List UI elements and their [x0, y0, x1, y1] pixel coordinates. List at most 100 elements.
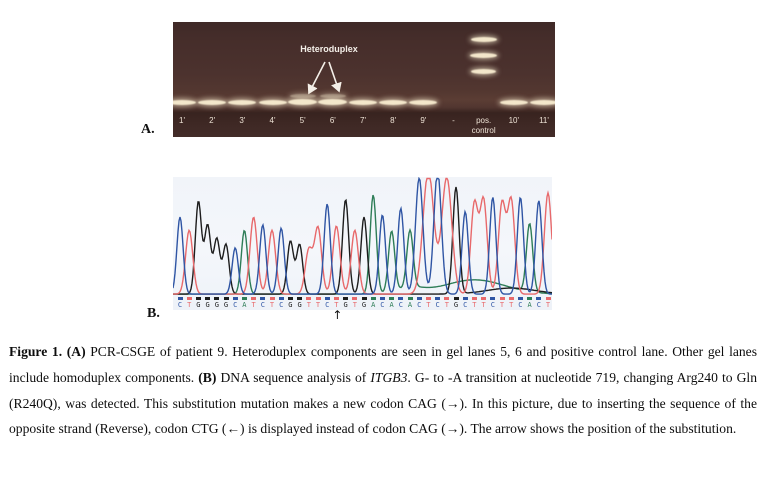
gel-band: [409, 100, 438, 105]
sequence-base-letter: A: [407, 301, 413, 309]
sequence-base-letter: G: [288, 301, 293, 309]
mutation-arrow: ↑: [332, 308, 343, 322]
caption-text-a: PCR-CSGE of patient 9. Heteroduplex comp…: [9, 344, 757, 385]
sequence-tick: [278, 297, 284, 300]
sequence-tick: [214, 297, 220, 300]
sequence-tick: [343, 297, 349, 300]
panel-b-label: B.: [147, 306, 160, 321]
sequence-tick: [352, 297, 358, 300]
caption-text-b1: DNA sequence analysis of: [220, 369, 371, 385]
sequence-base-letter: C: [417, 301, 422, 309]
sequence-tick: [361, 297, 367, 300]
sequence-tick: [297, 297, 303, 300]
sequence-base-letter: C: [518, 301, 523, 309]
sequence-tick: [508, 297, 514, 300]
sequence-base-letter: T: [251, 301, 256, 309]
figure-caption: Figure 1. (A) PCR-CSGE of patient 9. Het…: [9, 339, 757, 442]
caption-figure-number: Figure 1. (A): [9, 344, 91, 359]
sequence-base-letter: T: [444, 301, 449, 309]
gel-lane-label: 11': [539, 116, 549, 125]
sequence-base-letter: T: [545, 301, 551, 309]
sequence-base-letter: T: [426, 301, 431, 309]
sequence-base-letter: T: [306, 301, 311, 309]
gel-band: [379, 100, 408, 105]
sequence-tick: [481, 297, 487, 300]
sequence-tick: [251, 297, 257, 300]
sequence-base-letter: C: [177, 301, 183, 309]
sequence-base-letter: C: [490, 301, 495, 309]
sequence-tick: [517, 297, 523, 300]
gel-band: [470, 53, 498, 58]
gel-band: [530, 100, 555, 105]
sequence-tick: [490, 297, 496, 300]
sequence-base-letter: T: [472, 301, 477, 309]
sequence-tick: [407, 297, 413, 300]
gel-lane-label: 8': [390, 116, 397, 125]
sequence-base-letter: T: [334, 301, 339, 309]
gel-band: [319, 94, 346, 98]
sequence-tick: [545, 297, 551, 300]
gel-lane-label: 4': [269, 116, 276, 125]
sequence-base-letter: G: [223, 301, 229, 309]
sequence-base-letter: G: [205, 301, 210, 309]
sequence-base-letter: A: [242, 301, 247, 309]
sequence-tick: [370, 297, 376, 300]
gel-lane-label: -: [452, 116, 455, 125]
sequence-base-letter: T: [481, 301, 486, 309]
sequence-base-letter: A: [389, 301, 394, 309]
sequence-base-letter: A: [371, 301, 376, 309]
sequence-base-letter: G: [343, 301, 348, 309]
sequence-tick: [499, 297, 505, 300]
sequence-base-letter: C: [260, 301, 265, 309]
sequence-base-letter: A: [527, 301, 532, 309]
gel-lane-label: 3': [239, 116, 246, 125]
gel-lane-label: 2': [209, 116, 216, 125]
sequence-tick: [536, 297, 542, 300]
gel-band: [288, 99, 318, 105]
sequence-tick: [186, 297, 192, 300]
sequence-tick: [389, 297, 395, 300]
sequence-tick: [379, 297, 385, 300]
gel-band: [349, 100, 377, 105]
sequence-tick: [287, 297, 293, 300]
sequence-tick: [269, 297, 275, 300]
heteroduplex-label: Heteroduplex: [300, 44, 358, 54]
caption-panel-b-marker: (B): [198, 369, 221, 385]
gel-lane-label: 7': [360, 116, 366, 125]
gel-band: [470, 37, 497, 42]
sequence-tick: [324, 297, 330, 300]
sequence-tick: [195, 297, 201, 300]
sequence-base-letter: G: [453, 301, 459, 309]
gel-lane-label-line2: control: [471, 126, 496, 135]
sequence-tick: [435, 297, 441, 300]
sequence-base-letter: G: [214, 301, 219, 309]
gel-lane-label: 1': [179, 116, 185, 125]
gel-lane-label: 6': [329, 116, 336, 125]
sequence-tick: [416, 297, 422, 300]
sequence-tick: [444, 297, 450, 300]
chromatogram-traces: [173, 177, 552, 295]
gel-band: [258, 100, 287, 105]
sequence-base-letter: C: [325, 301, 330, 309]
sequence-tick: [398, 297, 404, 300]
gel-lane-label: pos.: [476, 116, 492, 125]
gel-lane-label: 5': [299, 116, 306, 125]
sequence-base-letter: G: [297, 301, 302, 309]
trace-C: [173, 177, 552, 295]
sequence-base-letter: C: [380, 301, 385, 309]
sequence-tick: [241, 297, 247, 300]
gel-band: [198, 100, 227, 105]
sequence-base-letter: C: [233, 301, 238, 309]
gel-band: [471, 69, 497, 74]
sequence-base-letter: G: [361, 301, 367, 309]
caption-gene-name: ITGB3: [370, 369, 408, 385]
sequence-tick: [205, 297, 211, 300]
sequence-tick: [315, 297, 321, 300]
sequence-base-letter: T: [187, 301, 192, 309]
sequence-tick: [260, 297, 266, 300]
sequence-base-letter: T: [315, 301, 321, 309]
sequence-tick: [232, 297, 238, 300]
sequence-tick: [527, 297, 533, 300]
